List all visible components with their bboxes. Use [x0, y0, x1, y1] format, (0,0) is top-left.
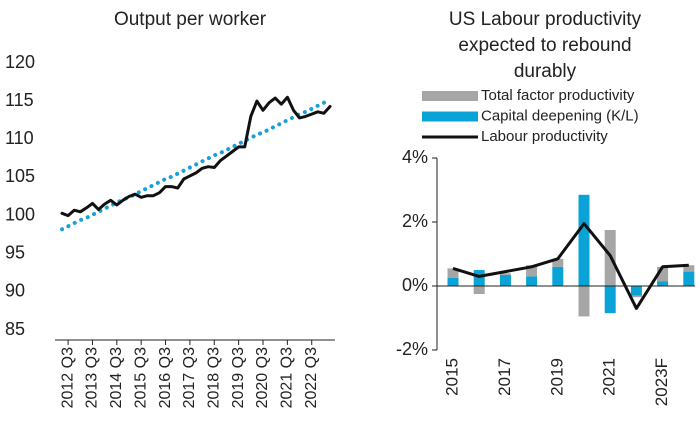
x-tick-label: 2017 Q3 [181, 347, 198, 408]
chart-title: US Labour productivity expected to rebou… [448, 9, 642, 82]
x-tick-label: 2015 Q3 [132, 347, 149, 408]
bar-segment [499, 273, 511, 275]
legend-label: Capital deepening (K/L) [481, 107, 639, 124]
legend-swatch [422, 111, 478, 122]
x-tick-label: 2019 [547, 358, 566, 396]
y-tick-label: -2% [396, 339, 428, 359]
bar-segment [447, 268, 459, 278]
y-tick-label: 95 [5, 242, 25, 262]
y-tick-label: 100 [5, 204, 35, 224]
x-tick-label: 2018 Q3 [205, 347, 222, 408]
x-tick-label: 2020 Q3 [254, 347, 271, 408]
bar-segment [683, 271, 695, 286]
bar-segment [604, 286, 616, 314]
legend-label: Labour productivity [481, 128, 608, 145]
x-tick-label: 2023F [652, 358, 671, 406]
x-tick-label: 2021 [600, 358, 619, 396]
bar-segment [552, 266, 564, 286]
bar-segment [578, 194, 590, 286]
y-tick-label: 110 [5, 128, 34, 148]
bar-segment [473, 286, 485, 294]
x-tick-label: 2022 Q3 [303, 347, 320, 408]
data-line [452, 222, 689, 310]
bar-segment [499, 274, 511, 286]
y-tick-label: 105 [5, 166, 35, 186]
trend-line [60, 97, 332, 232]
x-tick-label: 2012 Q3 [59, 347, 76, 408]
x-tick-label: 2016 Q3 [157, 347, 174, 408]
y-tick-label: 120 [5, 52, 35, 72]
x-tick-label: 2015 [442, 358, 461, 396]
bar-segment [630, 286, 642, 296]
chart-title: Output per worker [113, 9, 267, 30]
bar-segment [526, 276, 538, 286]
y-tick-label: 90 [5, 281, 25, 301]
legend-swatch [422, 91, 478, 101]
x-tick-label: 2019 Q3 [230, 347, 247, 408]
data-line [60, 95, 332, 218]
x-tick-label: 2017 [495, 358, 514, 396]
x-tick-label: 2021 Q3 [279, 347, 296, 408]
bar-segment [526, 265, 538, 277]
bar-segment [447, 278, 459, 286]
legend-label: Total factor productivity [481, 87, 635, 104]
x-tick-label: 2013 Q3 [84, 347, 101, 408]
bar-segment [552, 258, 564, 267]
bar-segment [683, 265, 695, 272]
y-tick-label: 2% [402, 211, 428, 231]
bar-segment [657, 281, 669, 286]
bar-segment [630, 295, 642, 298]
y-tick-label: 85 [5, 319, 25, 339]
bar-segment [657, 266, 669, 282]
y-tick-label: 0% [402, 275, 428, 295]
bar-segment [578, 286, 590, 317]
x-tick-label: 2014 Q3 [108, 347, 125, 408]
y-tick-label: 4% [402, 147, 428, 167]
y-tick-label: 115 [5, 90, 34, 110]
bar-segment [473, 270, 485, 286]
